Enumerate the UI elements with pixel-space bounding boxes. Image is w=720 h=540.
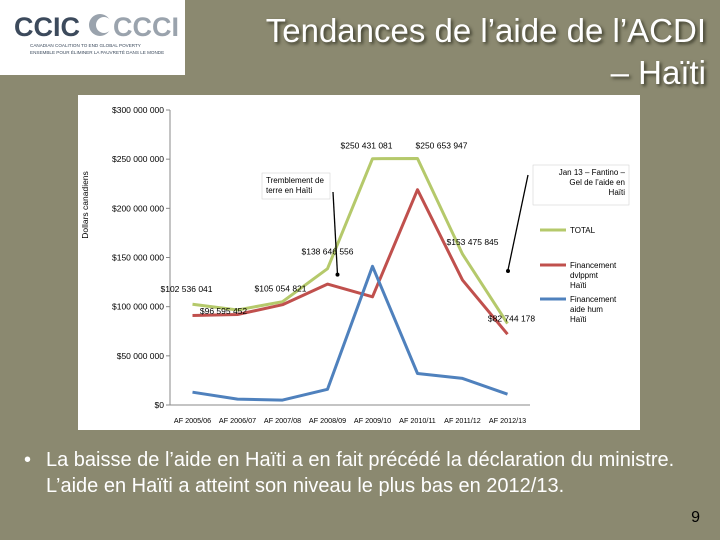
y-tick-label: $150 000 000 xyxy=(112,253,164,263)
x-tick-label: AF 2011/12 xyxy=(444,416,481,425)
data-label: $250 653 947 xyxy=(416,141,468,151)
line-chart: $0 $50 000 000 $100 000 000 $150 000 000 $20… xyxy=(80,105,630,425)
chart-panel: $0 $50 000 000 $100 000 000 $150 000 000 $20… xyxy=(78,95,640,430)
y-tick-label: $200 000 000 xyxy=(112,203,164,213)
x-tick-label: AF 2008/09 xyxy=(309,416,346,425)
data-label: $153 475 845 xyxy=(447,237,499,247)
y-axis-title: Dollars canadiens xyxy=(80,171,90,239)
annotation-earthquake-arrow xyxy=(332,191,339,275)
annotation-fantino-box xyxy=(532,164,630,206)
x-tick-label: AF 2012/13 xyxy=(489,416,526,425)
slide-title-line-2: – Haïti xyxy=(610,54,706,91)
annotation-fantino-text: Jan 13 – Fantino – Gel de l’aide en Haïti xyxy=(559,168,626,197)
bullet-icon: • xyxy=(24,449,32,471)
data-label: $102 536 041 xyxy=(161,284,213,294)
logo-wordmark-left: CCIC xyxy=(14,12,80,42)
logo-tagline-fr: ENSEMBLE POUR ÉLIMINER LA PAUVRETÉ DANS … xyxy=(30,49,164,55)
ccic-logo-icon: CCIC CCCI CANADIAN COALITION TO END GLOB… xyxy=(14,12,179,55)
page-number: 9 xyxy=(691,509,700,526)
logo-tagline-en: CANADIAN COALITION TO END GLOBAL POVERTY xyxy=(30,43,141,48)
data-label: $250 431 081 xyxy=(341,141,393,151)
annotation-earthquake-point xyxy=(335,272,340,277)
logo-wordmark-right: CCCI xyxy=(113,12,179,42)
x-tick-label: AF 2006/07 xyxy=(219,416,256,425)
y-tick-label: $300 000 000 xyxy=(112,105,164,115)
data-label: $82 744 178 xyxy=(488,314,536,324)
annotation-earthquake-box xyxy=(261,172,331,200)
legend-label: Financement aide hum Haïti xyxy=(570,295,617,324)
series-line-financement-dvlppmt-ha-ti xyxy=(192,188,509,336)
y-tick-label: $50 000 000 xyxy=(117,351,165,361)
legend-label: TOTAL xyxy=(570,226,596,235)
y-tick-label: $100 000 000 xyxy=(112,302,164,312)
annotation-fantino-arrow xyxy=(507,174,529,271)
x-tick-label: AF 2007/08 xyxy=(264,416,301,425)
annotation-earthquake-text: Tremblement de terre en Haïti xyxy=(266,176,325,195)
y-tick-label: $250 000 000 xyxy=(112,154,164,164)
data-label: $105 054 821 xyxy=(255,284,307,294)
logo-circle-cutout xyxy=(96,17,112,33)
x-tick-label: AF 2010/11 xyxy=(399,416,436,425)
slide-title: Tendances de l’aide de l’ACDI – Haïti xyxy=(186,10,706,94)
x-tick-label: AF 2005/06 xyxy=(174,416,211,425)
data-label: $96 595 452 xyxy=(200,306,248,316)
caption: • La baisse de l’aide en Haïti a en fait… xyxy=(24,447,714,499)
slide-title-line-1: Tendances de l’aide de l’ACDI xyxy=(265,12,706,49)
data-label: $138 646 556 xyxy=(302,247,354,257)
x-tick-label: AF 2009/10 xyxy=(354,416,391,425)
logo: CCIC CCCI CANADIAN COALITION TO END GLOB… xyxy=(0,0,185,75)
caption-text: La baisse de l’aide en Haïti a en fait p… xyxy=(46,449,675,497)
annotation-fantino-point xyxy=(506,269,510,273)
y-tick-label: $0 xyxy=(155,400,165,410)
series-line-total xyxy=(192,157,509,325)
legend-label: Financement dvlppmt Haïti xyxy=(570,261,617,290)
series-line-financement-aide-hum-ha-ti xyxy=(192,264,508,402)
